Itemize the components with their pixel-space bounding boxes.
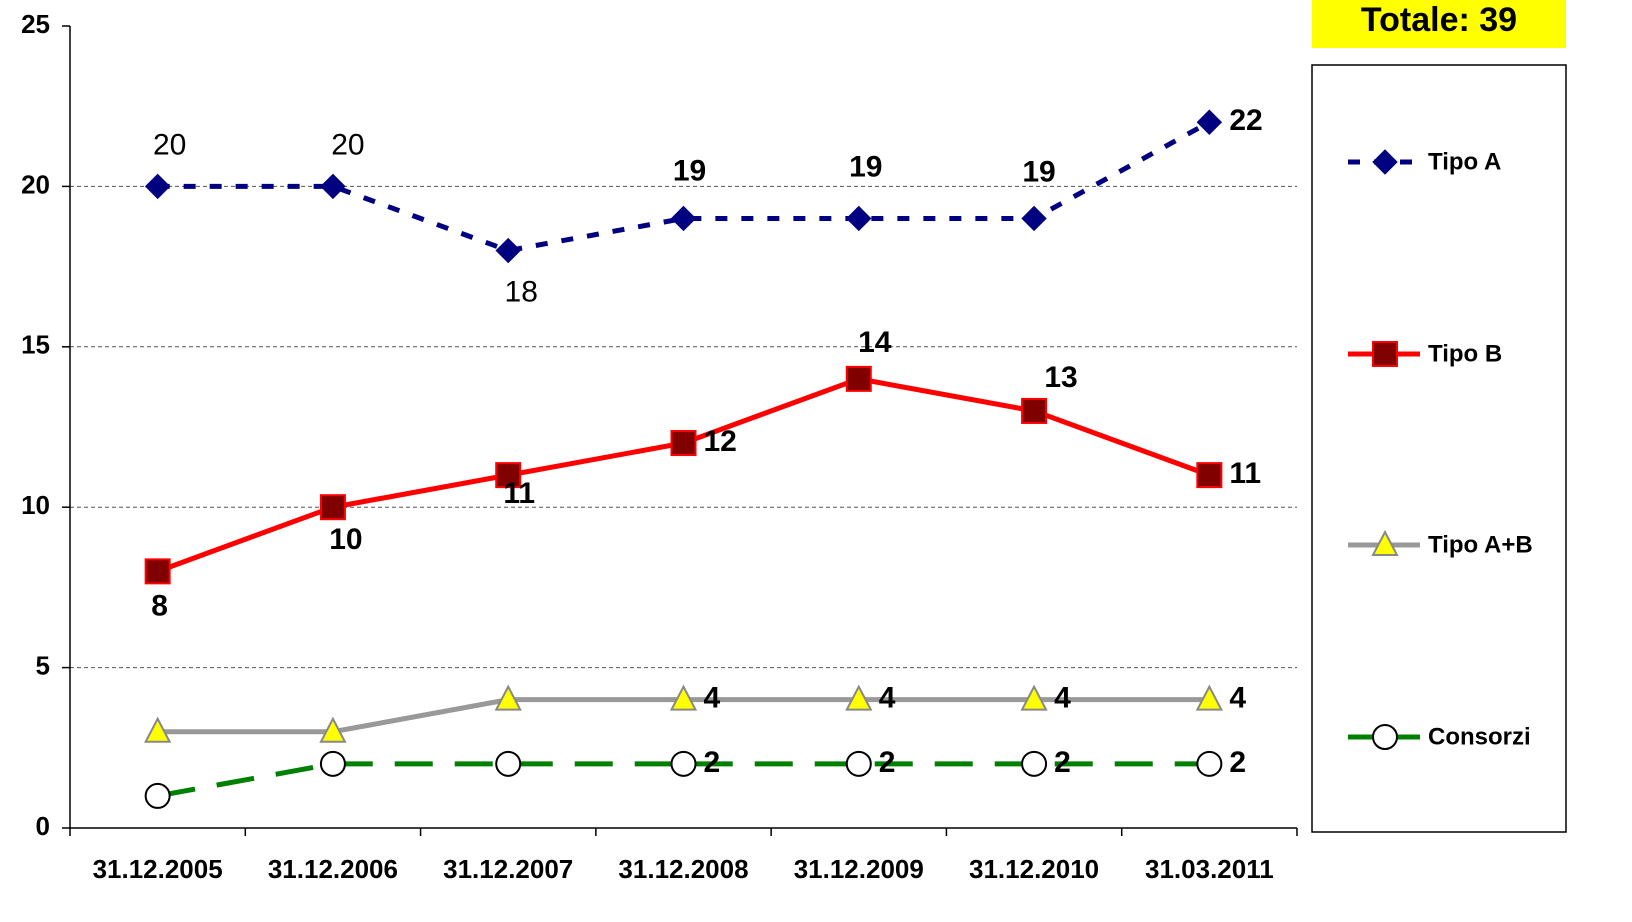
- data-point: [669, 684, 698, 711]
- data-point: [144, 558, 171, 585]
- data-point: [670, 205, 697, 232]
- data-label: 4: [1229, 682, 1246, 715]
- x-tick-label: 31.03.2011: [1145, 854, 1274, 884]
- x-tick-label: 31.12.2009: [794, 854, 924, 884]
- data-label: 19: [673, 154, 706, 187]
- x-tick-label: 31.12.2010: [969, 854, 1099, 884]
- x-tick-label: 31.12.2006: [268, 854, 398, 884]
- series-line: [156, 376, 1211, 574]
- data-point: [144, 173, 171, 200]
- data-point: [846, 205, 872, 232]
- legend-label: Tipo B: [1428, 340, 1502, 367]
- data-point: [143, 716, 172, 743]
- y-tick-label: 0: [36, 811, 50, 841]
- data-point: [495, 237, 521, 264]
- data-label: 12: [704, 425, 737, 458]
- x-tick-label: 31.12.2007: [443, 854, 573, 884]
- legend-marker: [1372, 149, 1398, 175]
- data-label: 22: [1229, 104, 1262, 137]
- data-label: 2: [879, 746, 896, 779]
- data-point: [845, 365, 872, 392]
- data-point: [670, 430, 697, 457]
- data-label: 20: [153, 128, 186, 161]
- total-label: Totale: 39: [1361, 1, 1517, 39]
- data-point: [1196, 462, 1223, 489]
- data-point: [494, 684, 522, 711]
- y-tick-label: 15: [21, 330, 50, 360]
- data-point: [845, 684, 873, 711]
- legend-box: [1311, 64, 1567, 833]
- y-tick-label: 10: [21, 490, 50, 520]
- data-point: [1195, 684, 1224, 711]
- data-point: [1196, 750, 1223, 777]
- data-label: 4: [704, 682, 721, 715]
- data-label: 14: [858, 326, 892, 359]
- data-point: [319, 750, 346, 777]
- y-tick-label: 25: [21, 9, 50, 39]
- data-point: [319, 716, 347, 743]
- data-label: 8: [151, 589, 168, 622]
- data-label: 4: [1054, 682, 1071, 715]
- legend-label: Consorzi: [1428, 723, 1531, 750]
- data-label: 19: [849, 150, 882, 183]
- data-point: [1021, 750, 1048, 777]
- data-label: 11: [503, 477, 535, 510]
- data-point: [495, 462, 522, 489]
- data-point: [1196, 109, 1223, 135]
- data-label: 2: [1229, 746, 1246, 779]
- data-point: [495, 750, 522, 777]
- y-tick-label: 5: [36, 650, 50, 680]
- data-label: 13: [1044, 361, 1077, 394]
- data-point: [1021, 397, 1048, 424]
- data-label: 18: [505, 275, 538, 308]
- legend-label: Tipo A: [1428, 148, 1501, 175]
- data-label: 2: [704, 746, 721, 779]
- legend-marker: [1372, 724, 1398, 750]
- legend-marker: [1372, 341, 1398, 367]
- data-point: [320, 173, 346, 200]
- total-box: [1312, 0, 1566, 48]
- data-point: [144, 782, 171, 809]
- data-point: [845, 750, 872, 777]
- data-label: 19: [1022, 155, 1055, 188]
- data-label: 4: [879, 682, 896, 715]
- data-label: 2: [1054, 746, 1071, 779]
- data-point: [1020, 684, 1048, 711]
- data-point: [1021, 205, 1047, 232]
- data-label: 10: [329, 523, 362, 556]
- legend-marker: [1371, 529, 1399, 556]
- x-tick-label: 31.12.2008: [618, 854, 748, 884]
- data-label: 20: [331, 128, 364, 161]
- data-point: [670, 750, 697, 777]
- data-label: 11: [1229, 457, 1261, 490]
- data-point: [319, 494, 346, 521]
- legend-label: Tipo A+B: [1428, 531, 1533, 558]
- y-tick-label: 20: [21, 169, 50, 199]
- x-tick-label: 31.12.2005: [93, 854, 223, 884]
